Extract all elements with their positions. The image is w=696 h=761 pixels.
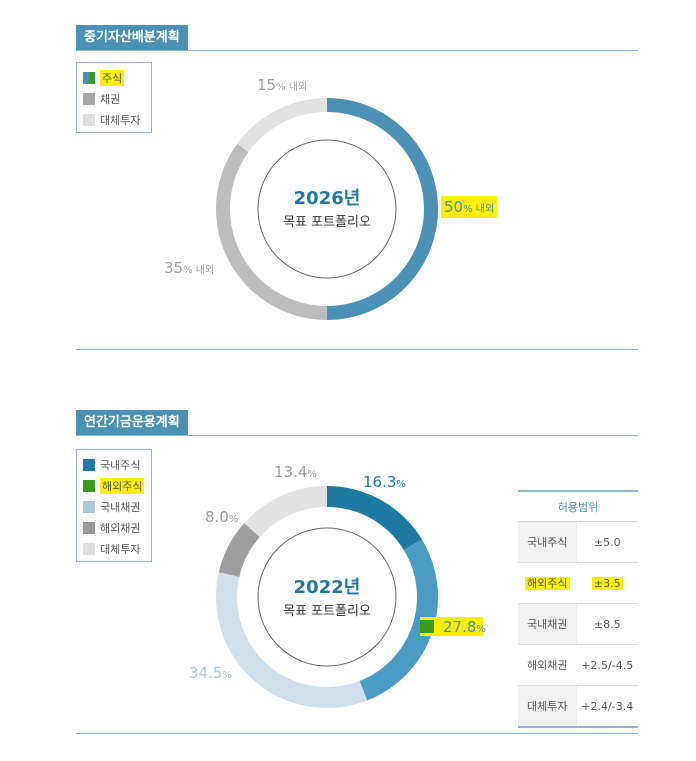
chart2-value-label-alternatives: 13.4% [274,463,317,481]
donut-chart-2: 2022년 목표 포트폴리오 16.3% 27.8% 34.5% 8.0% 13… [189,463,486,708]
chart2-center-circle [257,527,397,667]
range-name-domestic-bonds: 국내채권 [518,603,577,645]
range-value-domestic-stocks: ±5.0 [576,521,638,563]
legend-swatch-alternatives-2 [83,542,95,555]
chart2-slice-1 [327,486,422,551]
range-value-overseas-stocks-text: ±3.5 [591,576,623,590]
legend-swatch-overseas-stocks [83,479,95,492]
chart1-label-highlight-stocks [441,196,497,218]
section1-header-line [76,50,638,51]
legend-item-bonds: 채권 [83,88,145,109]
range-name-overseas-stocks-text: 해외주식 [525,577,570,590]
legend-swatch-bonds [83,92,95,105]
range-value-domestic-bonds: ±8.5 [576,603,638,645]
section1-bottom-line [76,349,638,350]
range-value-overseas-stocks: ±3.5 [576,562,638,604]
legend-label-overseas-bonds: 해외채권 [100,521,141,535]
range-name-overseas-bonds: 해외채권 [518,644,577,686]
chart1-slice-3 [237,98,327,152]
legend-swatch-overseas-bonds [83,521,95,534]
range-value-alternatives: +2.4/-3.4 [576,685,638,728]
range-name-domestic-stocks: 국내주식 [518,521,577,563]
chart2-slice-4 [218,523,260,577]
legend-swatch-stocks [83,71,95,84]
table-row: 해외채권 +2.5/-4.5 [518,644,638,686]
range-name-alternatives: 대체투자 [518,685,577,728]
range-name-overseas-stocks: 해외주식 [518,562,577,604]
legend-item-domestic-bonds: 국내채권 [83,496,145,517]
legend-swatch-domestic-stocks [83,458,95,471]
chart2-label-marker-overseas-stocks [420,620,434,633]
tolerance-range-table: 허용범위 국내주식 ±5.0 해외주식 ±3.5 국내채권 ±8.5 해외채권 … [518,490,638,728]
section2-title: 연간기금운용계획 [76,410,188,436]
section1-title: 중기자산배분계획 [76,25,188,51]
legend-item-stocks: 주식 [83,67,145,88]
chart2-value-label-domestic-stocks: 16.3% [363,473,406,491]
table-row: 국내채권 ±8.5 [518,603,638,645]
section2-bottom-line [76,733,638,734]
legend-item-alternatives: 대체투자 [83,109,145,130]
table-row: 대체투자 +2.4/-3.4 [518,685,638,728]
legend-label-domestic-bonds: 국내채권 [100,500,141,514]
range-value-overseas-bonds: +2.5/-4.5 [576,644,638,686]
legend-label-stocks: 주식 [100,69,125,86]
chart2-slice-5 [244,486,327,538]
table-row: 국내주식 ±5.0 [518,521,638,563]
chart1-center-subtitle: 목표 포트폴리오 [283,215,371,230]
chart2-value-label-overseas-stocks: 27.8% [443,618,486,636]
chart2-center-subtitle: 목표 포트폴리오 [283,604,371,619]
chart1-center-circle [257,139,397,279]
chart2-center-year: 2022년 [294,577,361,598]
chart2-slice-3 [216,572,368,708]
chart1-center-year: 2026년 [294,188,361,209]
legend-item-overseas-stocks: 해외주식 [83,475,145,496]
section2-header-line [76,435,638,436]
legend-label-bonds: 채권 [100,92,121,106]
table-row: 해외주식 ±3.5 [518,562,638,604]
chart1-value-label-alternatives: 15% 내외 [257,76,307,94]
legend-label-domestic-stocks: 국내주식 [100,458,141,472]
section2-legend: 국내주식 해외주식 국내채권 해외채권 대체투자 [76,449,152,562]
legend-item-alternatives-2: 대체투자 [83,538,145,559]
chart2-value-label-overseas-bonds: 8.0% [205,508,238,526]
chart1-value-label-bonds: 35% 내외 [164,259,214,277]
chart1-slice-1 [327,98,438,320]
chart1-value-label-stocks: 50% 내외 [444,198,494,216]
section1-legend: 주식 채권 대체투자 [76,62,152,133]
legend-swatch-alternatives [83,113,95,126]
chart1-slice-2 [216,143,327,320]
tolerance-range-header: 허용범위 [518,491,638,522]
chart2-slice-2 [359,539,438,701]
legend-swatch-domestic-bonds [83,500,95,513]
legend-item-overseas-bonds: 해외채권 [83,517,145,538]
legend-label-alternatives: 대체투자 [100,113,141,127]
legend-label-overseas-stocks: 해외주식 [100,477,145,494]
legend-label-alternatives-2: 대체투자 [100,542,141,556]
donut-chart-1: 2026년 목표 포트폴리오 50% 내외 35% 내외 15% 내외 [164,76,497,320]
chart2-label-highlight-overseas-stocks [420,617,483,636]
legend-item-domestic-stocks: 국내주식 [83,454,145,475]
chart2-value-label-domestic-bonds: 34.5% [189,664,232,682]
